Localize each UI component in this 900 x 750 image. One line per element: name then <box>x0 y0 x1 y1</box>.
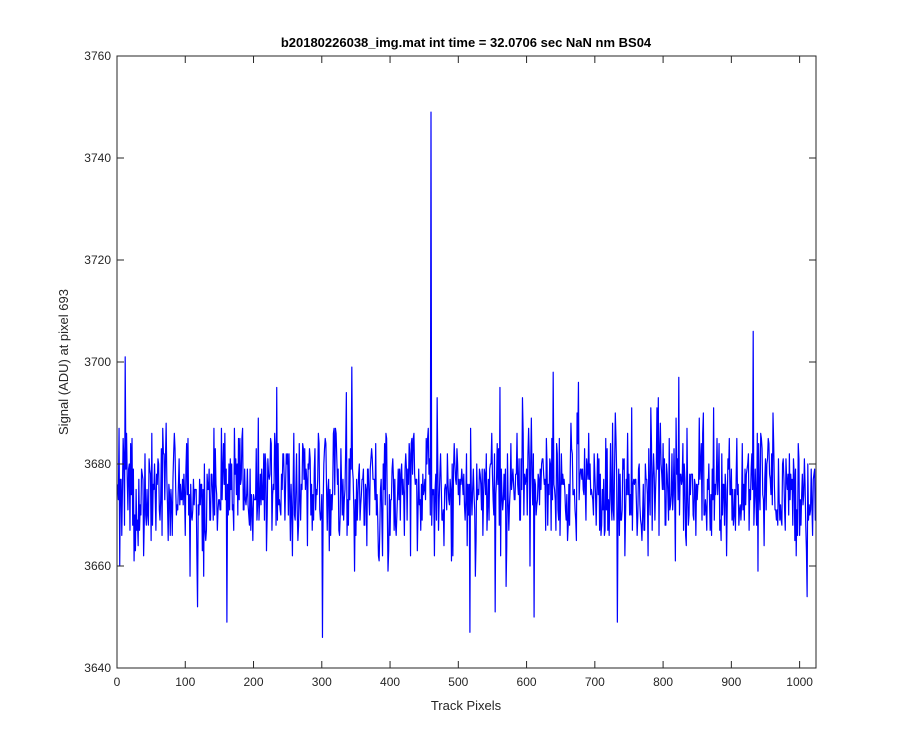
chart-title: b20180226038_img.mat int time = 32.0706 … <box>281 35 652 50</box>
signal-series-line <box>117 111 816 638</box>
x-axis-ticks: 0 100 200 300 400 500 600 700 800 900 1000 <box>114 56 813 689</box>
y-tick-label: 3640 <box>84 661 111 675</box>
x-tick-label: 700 <box>585 675 605 689</box>
y-axis-label: Signal (ADU) at pixel 693 <box>56 289 71 435</box>
x-tick-label: 400 <box>380 675 400 689</box>
y-axis-ticks: 3640 3660 3680 3700 3720 3740 3760 <box>84 49 816 675</box>
x-axis-label: Track Pixels <box>431 698 502 713</box>
x-tick-label: 200 <box>244 675 264 689</box>
y-tick-label: 3720 <box>84 253 111 267</box>
x-tick-label: 600 <box>517 675 537 689</box>
y-tick-label: 3760 <box>84 49 111 63</box>
x-tick-label: 0 <box>114 675 121 689</box>
y-tick-label: 3700 <box>84 355 111 369</box>
x-tick-label: 100 <box>175 675 195 689</box>
y-tick-label: 3740 <box>84 151 111 165</box>
x-tick-label: 800 <box>653 675 673 689</box>
y-tick-label: 3680 <box>84 457 111 471</box>
x-tick-label: 300 <box>312 675 332 689</box>
series-group <box>117 111 816 638</box>
x-tick-label: 500 <box>448 675 468 689</box>
x-tick-label: 900 <box>721 675 741 689</box>
y-tick-label: 3660 <box>84 559 111 573</box>
x-tick-label: 1000 <box>786 675 813 689</box>
